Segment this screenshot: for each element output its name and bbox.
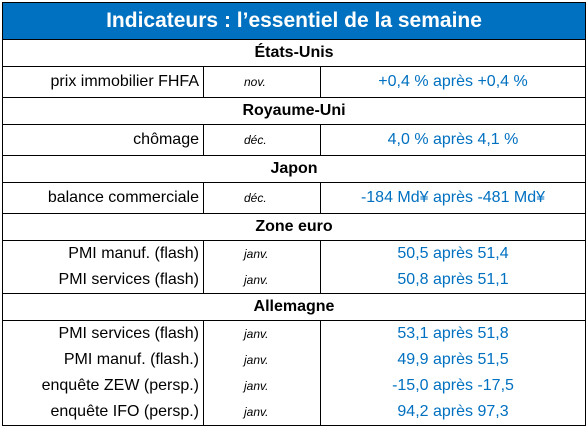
indicator-value: 50,5 après 51,4 (397, 245, 509, 262)
indicator-name: enquête IFO (persp.) (50, 403, 199, 420)
section-header-germany: Allemagne (3, 294, 585, 321)
indicator-period: déc. (203, 183, 321, 213)
indicator-period: nov. (203, 67, 321, 97)
indicator-period: janv. (203, 347, 321, 373)
indicator-period: janv. (203, 321, 321, 347)
table-row: PMI services (flash) janv. 50,8 après 51… (3, 267, 585, 293)
indicator-name: PMI services (flash) (58, 325, 199, 342)
indicator-name: chômage (133, 131, 199, 148)
section-header-uk: Royaume-Uni (3, 98, 585, 125)
indicator-value: 94,2 après 97,3 (397, 403, 509, 420)
table-row: balance commerciale déc. -184 Md¥ après … (3, 183, 585, 213)
section-rows-uk: chômage déc. 4,0 % après 4,1 % (3, 125, 585, 156)
table-row: PMI manuf. (flash.) janv. 49,9 après 51,… (3, 347, 585, 373)
table-row: PMI manuf. (flash) janv. 50,5 après 51,4 (3, 241, 585, 267)
indicator-value: 4,0 % après 4,1 % (387, 131, 519, 148)
table-row: enquête IFO (persp.) janv. 94,2 après 97… (3, 399, 585, 425)
indicator-value: -15,0 après -17,5 (392, 377, 514, 394)
table-row: prix immobilier FHFA nov. +0,4 % après +… (3, 67, 585, 97)
table-row: enquête ZEW (persp.) janv. -15,0 après -… (3, 373, 585, 399)
indicator-name: prix immobilier FHFA (50, 73, 199, 90)
table-title: Indicateurs : l’essentiel de la semaine (3, 3, 585, 40)
indicator-period: janv. (203, 267, 321, 293)
table-row: chômage déc. 4,0 % après 4,1 % (3, 125, 585, 155)
indicator-period: janv. (203, 399, 321, 425)
section-rows-germany: PMI services (flash) janv. 53,1 après 51… (3, 321, 585, 425)
table-row: PMI services (flash) janv. 53,1 après 51… (3, 321, 585, 347)
indicator-period: janv. (203, 373, 321, 399)
indicator-value: +0,4 % après +0,4 % (378, 73, 528, 90)
section-header-us: États-Unis (3, 40, 585, 67)
indicator-name: balance commerciale (47, 189, 199, 206)
indicator-value: 53,1 après 51,8 (397, 325, 509, 342)
indicator-value: 50,8 après 51,1 (397, 271, 509, 288)
section-rows-japan: balance commerciale déc. -184 Md¥ après … (3, 183, 585, 214)
indicator-name: PMI manuf. (flash.) (63, 351, 199, 368)
indicator-value: 49,9 après 51,5 (397, 351, 509, 368)
indicator-period: janv. (203, 241, 321, 267)
indicator-name: PMI services (flash) (58, 271, 199, 288)
section-header-eurozone: Zone euro (3, 214, 585, 241)
indicator-period: déc. (203, 125, 321, 155)
indicator-name: enquête ZEW (persp.) (41, 377, 199, 394)
indicator-value: -184 Md¥ après -481 Md¥ (360, 189, 546, 206)
section-rows-eurozone: PMI manuf. (flash) janv. 50,5 après 51,4… (3, 241, 585, 294)
section-rows-us: prix immobilier FHFA nov. +0,4 % après +… (3, 67, 585, 98)
section-header-japan: Japon (3, 156, 585, 183)
indicator-name: PMI manuf. (flash) (68, 245, 199, 262)
